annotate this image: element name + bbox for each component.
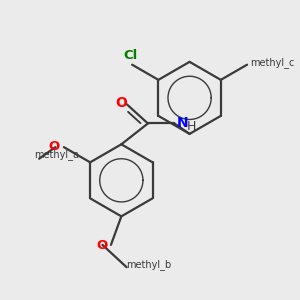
Text: O: O [49, 140, 60, 153]
Text: O: O [116, 96, 127, 110]
Text: methyl_b: methyl_b [127, 259, 172, 270]
Text: Cl: Cl [123, 49, 137, 62]
Text: N: N [176, 116, 188, 130]
Text: O: O [97, 239, 108, 252]
Text: methyl_a: methyl_a [34, 149, 80, 160]
Text: methyl_c: methyl_c [250, 57, 294, 68]
Text: H: H [187, 120, 196, 133]
